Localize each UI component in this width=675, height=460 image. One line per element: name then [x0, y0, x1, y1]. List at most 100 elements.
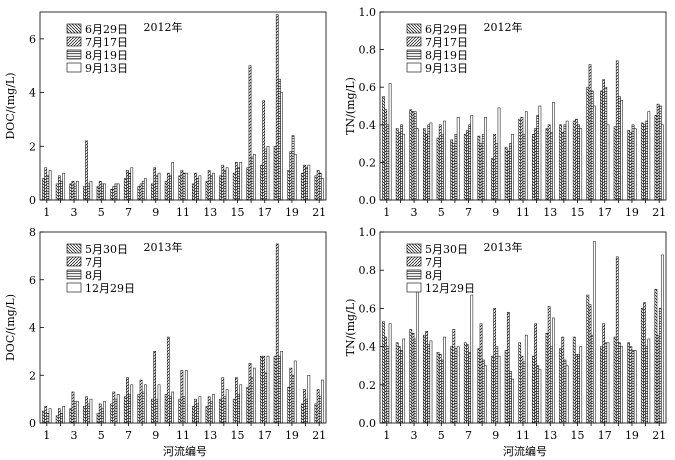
- bar-s2-river-19: [289, 151, 293, 201]
- x-tick-label: 19: [285, 206, 299, 219]
- bar-s4-river-16: [593, 105, 596, 201]
- bar-s1-river-2: [55, 415, 59, 424]
- bar-s1-river-14: [219, 175, 222, 201]
- bar-s1-river-10: [164, 180, 168, 201]
- bar-s3-river-15: [577, 353, 580, 424]
- bar-s1-river-7: [463, 133, 467, 201]
- bar-s3-river-2: [60, 413, 63, 424]
- bar-s4-river-12: [198, 175, 202, 201]
- bar-s1-river-9: [491, 158, 494, 201]
- y-tick-label: 8: [29, 226, 36, 239]
- x-tick-label: 9: [492, 429, 499, 442]
- legend-swatch-4: [66, 62, 82, 73]
- y-tick-label: 4: [29, 322, 36, 335]
- bar-s3-river-12: [536, 115, 540, 201]
- bar-s3-river-19: [291, 375, 295, 424]
- bar-s1-river-16: [586, 86, 590, 201]
- bar-s4-river-4: [89, 180, 93, 201]
- bar-s3-river-8: [481, 133, 485, 201]
- bar-s4-river-17: [606, 342, 610, 424]
- x-tick-label: 15: [230, 206, 244, 219]
- bar-s3-river-1: [46, 175, 50, 201]
- bar-s2-river-14: [221, 164, 225, 201]
- bar-s4-river-21: [321, 178, 324, 201]
- bar-s3-river-8: [141, 180, 145, 201]
- bar-s1-river-10: [504, 147, 508, 201]
- x-axis-label-bottom-left: 河流编号: [163, 444, 207, 458]
- bar-s2-river-16: [248, 363, 252, 424]
- y-tick-label: 6: [29, 274, 36, 287]
- bar-s2-river-14: [561, 132, 565, 201]
- bar-s1-river-20: [300, 172, 304, 201]
- bar-s2-river-12: [194, 172, 197, 201]
- bar-s4-river-1: [48, 408, 52, 424]
- bar-s4-river-2: [402, 338, 406, 424]
- y-tick-label: 1.0: [359, 226, 377, 239]
- legend-swatch-1: [406, 243, 422, 254]
- bar-s4-river-7: [130, 384, 134, 424]
- bar-s4-river-9: [157, 172, 161, 201]
- x-tick-label: 17: [258, 429, 272, 442]
- x-tick-label: 19: [285, 429, 299, 442]
- legend-label-4: 9月13日: [85, 62, 128, 75]
- bar-s3-river-5: [101, 183, 104, 201]
- bar-s2-river-21: [656, 103, 660, 201]
- legend-swatch-4: [406, 62, 422, 73]
- x-tick-label: 3: [71, 206, 78, 219]
- bar-s2-river-19: [629, 132, 633, 201]
- bar-s4-river-16: [253, 367, 256, 424]
- bar-s1-river-1: [42, 410, 45, 424]
- bar-s4-river-16: [593, 241, 596, 424]
- bar-s1-river-4: [423, 334, 426, 424]
- x-tick-label: 15: [570, 206, 584, 219]
- y-tick-label: 0.0: [359, 417, 377, 430]
- bar-s1-river-1: [382, 96, 385, 201]
- y-tick-label: 0.0: [359, 194, 377, 207]
- bar-s2-river-2: [58, 408, 61, 424]
- bar-s1-river-8: [137, 394, 141, 424]
- bar-s3-river-4: [87, 403, 91, 424]
- x-tick-label: 7: [465, 206, 472, 219]
- x-tick-label: 1: [383, 206, 390, 219]
- bar-s3-river-4: [87, 183, 91, 201]
- bar-s3-river-13: [549, 346, 553, 424]
- bar-s3-river-17: [604, 342, 608, 424]
- bar-s3-river-17: [264, 148, 268, 201]
- y-tick-label: 6: [29, 33, 36, 46]
- bar-s1-river-19: [287, 170, 291, 201]
- bar-s1-river-4: [83, 406, 86, 424]
- bar-s1-river-21: [314, 403, 318, 424]
- bar-s1-river-7: [123, 396, 127, 424]
- bar-s1-river-6: [450, 139, 453, 201]
- legend-swatch-3: [406, 49, 422, 60]
- bar-s2-river-15: [235, 162, 238, 201]
- bar-s1-river-3: [409, 109, 413, 201]
- y-tick-label: 0.4: [359, 119, 377, 132]
- bar-s2-river-11: [180, 370, 184, 424]
- bar-s3-river-2: [400, 124, 403, 201]
- bar-s4-river-8: [484, 365, 487, 424]
- x-axis-label-bottom-right: 河流编号: [503, 444, 547, 458]
- bar-s3-river-15: [577, 124, 580, 201]
- bar-s1-river-17: [600, 90, 603, 201]
- bar-s2-river-7: [126, 377, 129, 424]
- bar-s4-river-19: [293, 360, 297, 424]
- bar-s4-river-21: [321, 379, 324, 424]
- bar-s2-river-8: [479, 323, 483, 424]
- bar-s4-river-4: [429, 340, 433, 424]
- bar-s2-river-2: [58, 175, 61, 201]
- x-tick-label: 3: [71, 429, 78, 442]
- bar-s4-river-6: [456, 346, 460, 424]
- bar-s3-river-9: [495, 143, 499, 201]
- bar-s1-river-6: [110, 189, 113, 201]
- bar-s3-river-1: [386, 346, 390, 424]
- bar-s1-river-14: [559, 124, 562, 201]
- bar-s4-river-20: [647, 338, 651, 424]
- bar-s4-river-20: [307, 375, 311, 424]
- bar-s2-river-5: [438, 353, 442, 424]
- bar-s4-river-10: [511, 133, 514, 201]
- bar-s4-river-19: [633, 128, 637, 201]
- bar-s2-river-5: [438, 124, 442, 201]
- tn-2013-chart: 0.00.20.40.60.81.01 3 5 7 9 11 13 15 17 19 21TN/(m…: [344, 226, 667, 442]
